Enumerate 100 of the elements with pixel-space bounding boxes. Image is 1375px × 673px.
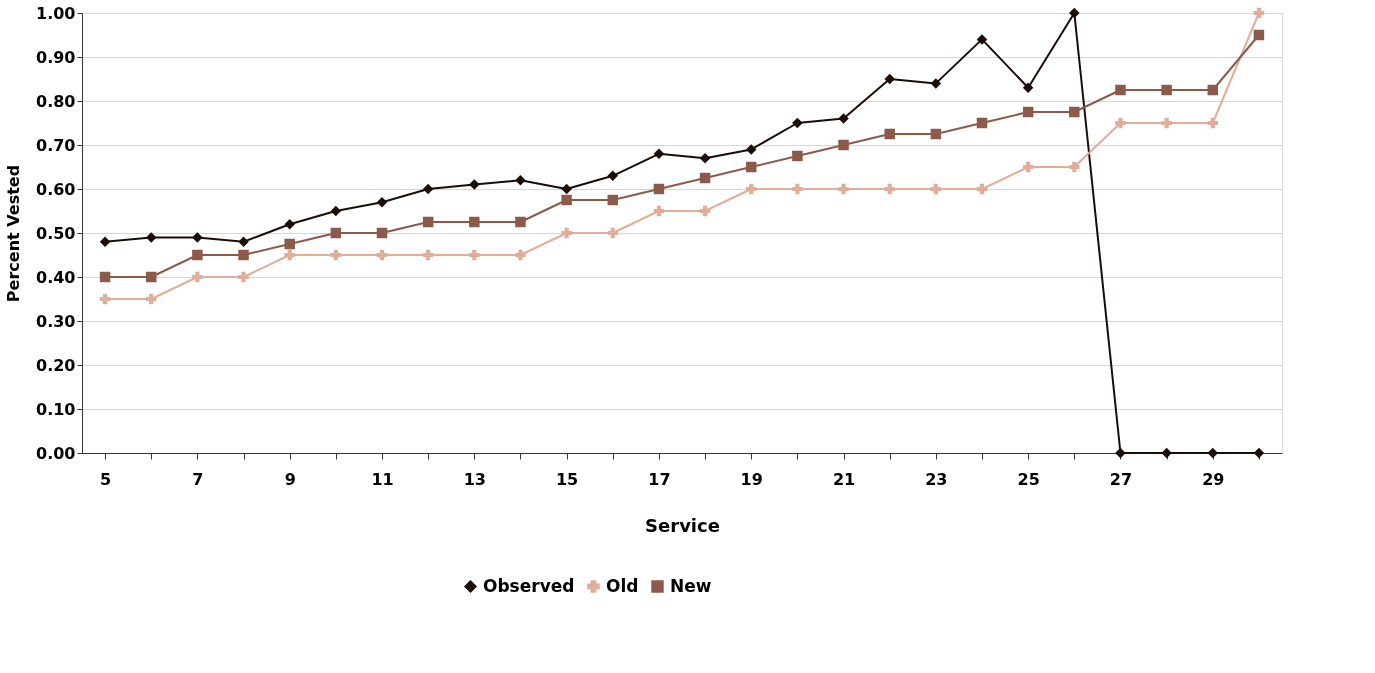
point bbox=[99, 271, 111, 283]
point bbox=[284, 218, 295, 230]
point bbox=[376, 227, 388, 239]
point bbox=[1022, 161, 1034, 173]
y-tick-label: 0.20 bbox=[36, 355, 76, 375]
point bbox=[238, 249, 249, 261]
point bbox=[99, 293, 111, 305]
point bbox=[930, 183, 942, 195]
point bbox=[1069, 106, 1080, 118]
legend-label: Old bbox=[606, 575, 639, 596]
point bbox=[1022, 106, 1034, 118]
point bbox=[792, 117, 803, 129]
point bbox=[1207, 117, 1219, 129]
y-axis-title: Percent Vested bbox=[4, 164, 24, 303]
point bbox=[1115, 447, 1126, 459]
point bbox=[238, 271, 249, 283]
legend-label: New bbox=[670, 575, 712, 596]
point bbox=[838, 139, 849, 151]
y-tick-label: 0.00 bbox=[36, 443, 76, 463]
point bbox=[284, 238, 295, 250]
point bbox=[469, 216, 480, 228]
point bbox=[745, 183, 757, 195]
point bbox=[284, 249, 295, 261]
point bbox=[699, 152, 711, 164]
point bbox=[145, 232, 157, 243]
point bbox=[515, 174, 526, 186]
point bbox=[792, 183, 803, 195]
point bbox=[376, 249, 388, 261]
point bbox=[930, 78, 942, 89]
point bbox=[145, 293, 157, 305]
y-tick-label: 0.80 bbox=[36, 91, 76, 111]
point bbox=[792, 150, 803, 162]
point bbox=[1115, 84, 1126, 96]
point bbox=[1115, 117, 1126, 129]
point bbox=[884, 183, 895, 195]
point bbox=[192, 232, 203, 243]
point bbox=[607, 227, 619, 239]
point bbox=[884, 128, 895, 140]
point bbox=[561, 227, 572, 239]
x-tick-label: 13 bbox=[463, 469, 486, 489]
point bbox=[653, 148, 665, 160]
point bbox=[745, 144, 757, 155]
legend-label: Observed bbox=[483, 575, 575, 596]
y-tick-label: 0.90 bbox=[36, 47, 76, 67]
point bbox=[330, 249, 342, 261]
point bbox=[145, 271, 157, 283]
point bbox=[607, 170, 619, 182]
point bbox=[376, 196, 388, 208]
point bbox=[561, 183, 572, 195]
x-tick-label: 11 bbox=[371, 469, 394, 489]
point bbox=[653, 183, 665, 195]
point bbox=[422, 216, 434, 228]
point bbox=[976, 183, 988, 195]
point bbox=[699, 172, 711, 184]
point bbox=[745, 161, 757, 173]
x-tick-label: 9 bbox=[284, 469, 296, 489]
x-tick-label: 27 bbox=[1109, 469, 1133, 489]
point bbox=[1069, 161, 1080, 173]
point bbox=[1161, 117, 1172, 129]
y-tick-label: 0.50 bbox=[36, 223, 76, 243]
point bbox=[561, 194, 572, 206]
point bbox=[1069, 7, 1080, 19]
x-tick-label: 7 bbox=[192, 469, 204, 489]
point bbox=[607, 194, 619, 206]
x-tick-label: 23 bbox=[925, 469, 948, 489]
point bbox=[976, 34, 988, 45]
y-tick-label: 0.70 bbox=[36, 135, 76, 155]
point bbox=[1253, 29, 1265, 41]
point bbox=[469, 249, 480, 261]
point bbox=[930, 128, 942, 140]
point bbox=[1253, 7, 1265, 19]
x-tick-label: 17 bbox=[648, 469, 671, 489]
point bbox=[653, 205, 665, 217]
point bbox=[469, 179, 480, 190]
point bbox=[976, 117, 988, 129]
y-tick-label: 0.10 bbox=[36, 399, 76, 419]
point bbox=[330, 205, 342, 217]
point bbox=[515, 249, 526, 261]
point bbox=[192, 249, 203, 261]
point bbox=[1161, 447, 1172, 459]
x-tick-label: 29 bbox=[1202, 469, 1225, 489]
point bbox=[238, 236, 249, 248]
point bbox=[1207, 84, 1219, 96]
y-tick-label: 0.40 bbox=[36, 267, 76, 287]
point bbox=[1022, 82, 1034, 94]
point bbox=[515, 216, 526, 228]
point bbox=[838, 183, 849, 195]
point bbox=[1161, 84, 1172, 96]
y-tick-label: 0.30 bbox=[36, 311, 76, 331]
point bbox=[422, 183, 434, 195]
point bbox=[884, 73, 895, 85]
point bbox=[422, 249, 434, 261]
y-tick-label: 1.00 bbox=[36, 3, 76, 23]
point bbox=[99, 236, 111, 248]
x-axis-title: Service bbox=[645, 514, 720, 536]
point bbox=[192, 271, 203, 283]
x-tick-label: 19 bbox=[740, 469, 763, 489]
x-tick-label: 5 bbox=[100, 469, 112, 489]
point bbox=[838, 113, 849, 124]
x-tick-label: 15 bbox=[555, 469, 579, 489]
